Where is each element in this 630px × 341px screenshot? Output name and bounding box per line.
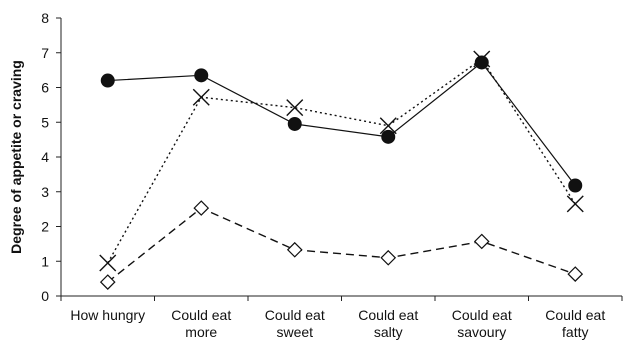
y-tick-label: 3 <box>41 184 49 200</box>
series-1-point <box>568 178 583 193</box>
series-2-point <box>192 88 210 106</box>
series-2-point <box>379 117 397 135</box>
series-1-point <box>287 116 302 131</box>
x-tick-label: Could eat sweet <box>265 307 325 340</box>
series-3-point <box>99 274 116 290</box>
y-tick-label: 8 <box>41 10 49 26</box>
series-3-line <box>107 207 576 283</box>
y-tick-label: 1 <box>41 253 49 269</box>
x-tick-label: Could eat salty <box>358 307 418 340</box>
plot-area: 0 1 2 3 4 5 6 7 8 How hungry Could eat more Could ea… <box>8 10 623 340</box>
series-2-point <box>566 195 584 213</box>
series-2-point <box>473 50 491 68</box>
series-3-point <box>286 241 303 258</box>
x-tick-label: How hungry <box>70 307 145 323</box>
series-1-point <box>194 68 209 83</box>
series-1-point <box>381 129 396 144</box>
series-2-line <box>107 58 576 264</box>
series-2-point <box>286 99 304 117</box>
y-axis-title: Degree of appetite or craving <box>8 60 24 254</box>
y-tick-label: 2 <box>41 219 49 235</box>
series-3-point <box>193 200 210 216</box>
series-3-point <box>473 233 490 250</box>
x-tick-label: Could eat fatty <box>545 307 605 340</box>
series-2-point <box>99 254 117 272</box>
y-tick-label: 7 <box>41 45 49 61</box>
series-3-point <box>567 266 584 282</box>
series-1-point <box>100 73 115 88</box>
y-tick-label: 5 <box>41 114 49 130</box>
x-tick-label: Could eat more <box>171 307 231 340</box>
series-3-point <box>380 249 397 266</box>
series-1-point <box>474 55 489 70</box>
y-tick-label: 0 <box>41 288 49 304</box>
y-tick-label: 4 <box>41 149 49 165</box>
x-tick-label: Could eat savoury <box>452 307 512 340</box>
y-tick-label: 6 <box>41 80 49 96</box>
series-1-line <box>107 61 576 186</box>
